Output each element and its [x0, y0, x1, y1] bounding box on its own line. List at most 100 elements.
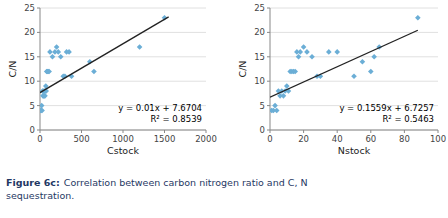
- scatter-point: [47, 49, 53, 55]
- grid-line: [270, 8, 438, 9]
- x-tick-label: 2000: [195, 134, 217, 144]
- scatter-point: [351, 74, 357, 80]
- trend-line: [270, 30, 418, 97]
- scatter-point: [292, 69, 298, 75]
- scatter-point: [368, 69, 374, 75]
- scatter-point: [296, 54, 302, 60]
- annotation: R² = 0.5463: [382, 114, 434, 124]
- x-tick: [303, 130, 304, 133]
- y-tick: [37, 130, 40, 131]
- y-tick-label: 20: [24, 27, 35, 37]
- scatter-point: [41, 93, 47, 99]
- y-tick-label: 25: [254, 3, 265, 13]
- y-tick-label: 10: [254, 76, 265, 86]
- y-tick-label: 15: [254, 52, 265, 62]
- scatter-point: [281, 93, 287, 99]
- background: [0, 0, 448, 218]
- plot-marks: [270, 15, 421, 113]
- figure: 05001000150020000510152025CstockC/Ny = 0…: [0, 0, 448, 218]
- caption-text: Correlation between carbon nitrogen rati…: [64, 177, 308, 188]
- scatter-point: [66, 49, 72, 55]
- caption-bold: Figure 6c:: [6, 177, 60, 188]
- x-tick: [81, 130, 82, 133]
- annotation: R² = 0.8539: [150, 114, 202, 124]
- y-tick: [37, 105, 40, 106]
- scatter-point: [50, 54, 56, 60]
- x-tick-label: 1500: [154, 134, 176, 144]
- y-tick-label: 0: [30, 125, 35, 135]
- scatter-point: [54, 44, 60, 50]
- x-tick: [337, 130, 338, 133]
- scatter-point: [40, 103, 44, 109]
- scatter-point: [272, 103, 278, 109]
- scatter-point: [58, 54, 64, 60]
- x-tick: [370, 130, 371, 133]
- x-axis-label: Cstock: [107, 145, 139, 156]
- scatter-point: [415, 15, 421, 21]
- x-tick-label: 20: [298, 134, 309, 144]
- x-tick-label: 500: [73, 134, 89, 144]
- annotation: y = 0.01x + 7.6704: [118, 103, 202, 113]
- y-tick: [267, 105, 270, 106]
- x-tick-label: 60: [365, 134, 376, 144]
- x-tick-label: 1000: [112, 134, 134, 144]
- scatter-point: [334, 49, 340, 55]
- annotation: y = 0.1559x + 6.7257: [339, 103, 434, 113]
- y-axis-label: C/N: [7, 61, 18, 78]
- scatter-point: [274, 108, 280, 114]
- grid-line: [40, 81, 206, 82]
- x-tick: [164, 130, 165, 133]
- y-tick: [37, 32, 40, 33]
- scatter-point: [309, 54, 315, 60]
- caption-text: sequestration.: [6, 190, 74, 201]
- y-tick-label: 25: [24, 3, 35, 13]
- y-tick: [267, 8, 270, 9]
- scatter-point: [40, 108, 45, 114]
- plot-marks: [40, 15, 169, 113]
- grid-line: [40, 32, 206, 33]
- x-tick: [123, 130, 124, 133]
- x-tick-label: 0: [37, 134, 42, 144]
- scatter-point: [46, 69, 52, 75]
- grid-line: [270, 56, 438, 57]
- scatter-point: [42, 93, 48, 99]
- scatter-point: [304, 49, 310, 55]
- grid-line: [40, 8, 206, 9]
- chart-panel: 05001000150020000510152025CstockC/Ny = 0…: [7, 3, 217, 156]
- y-tick-label: 5: [30, 101, 35, 111]
- caption: Figure 6c: Correlation between carbon nit…: [6, 177, 308, 188]
- scatter-point: [40, 108, 44, 114]
- y-tick-label: 5: [260, 101, 265, 111]
- chart-panel: 0 20 40 60 80 100 0 5 10 15 20 25 Nstock C/N y = 0.155…: [237, 3, 446, 156]
- grid-line: [270, 81, 438, 82]
- y-tick-label: 0: [260, 125, 265, 135]
- scatter-point: [360, 59, 366, 65]
- scatter-point: [326, 49, 332, 55]
- y-tick-label: 10: [24, 76, 35, 86]
- scatter-point: [297, 49, 303, 55]
- y-tick: [267, 32, 270, 33]
- y-tick: [37, 8, 40, 9]
- trend-line: [40, 17, 169, 93]
- x-tick: [404, 130, 405, 133]
- scatter-point: [91, 69, 97, 75]
- scatter-point: [371, 54, 377, 60]
- scatter-point: [46, 69, 52, 75]
- grid-line: [270, 130, 438, 131]
- x-tick-label: 100: [430, 134, 446, 144]
- y-tick-label: 20: [254, 27, 265, 37]
- scatter-point: [55, 49, 61, 55]
- x-axis-label: Nstock: [338, 145, 371, 156]
- y-tick: [37, 81, 40, 82]
- x-tick-label: 0: [267, 134, 272, 144]
- y-tick: [267, 81, 270, 82]
- x-tick-label: 40: [332, 134, 343, 144]
- scatter-point: [301, 44, 307, 50]
- scatter-point: [137, 44, 143, 50]
- y-tick: [267, 130, 270, 131]
- y-axis-label: C/N: [237, 61, 248, 78]
- x-tick: [206, 130, 207, 133]
- x-tick: [438, 130, 439, 133]
- grid-line: [40, 56, 206, 57]
- x-tick-label: 80: [399, 134, 410, 144]
